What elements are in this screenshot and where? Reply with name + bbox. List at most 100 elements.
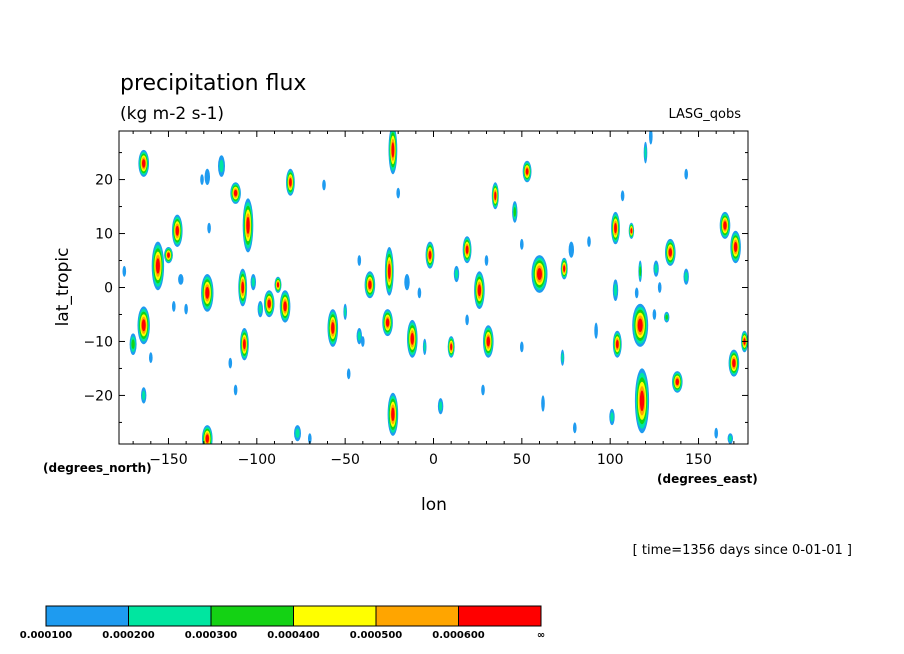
precip-cell-67 bbox=[396, 187, 401, 199]
precip-cell-74 bbox=[484, 255, 489, 266]
x-units-label: (degrees_east) bbox=[657, 472, 758, 487]
contour-level-1 bbox=[594, 322, 598, 339]
precip-cell-7 bbox=[201, 274, 214, 312]
contour-level-6 bbox=[450, 343, 453, 351]
colorbar-label: 0.000500 bbox=[350, 630, 403, 641]
contour-level-1 bbox=[620, 190, 625, 202]
precip-cell-10 bbox=[242, 198, 254, 253]
precip-cell-54 bbox=[207, 222, 211, 234]
contour-level-6 bbox=[732, 358, 736, 368]
precip-cell-31 bbox=[531, 255, 548, 293]
x-axis-label: lon bbox=[421, 495, 447, 515]
contour-level-1 bbox=[714, 427, 718, 439]
contour-level-6 bbox=[537, 268, 542, 280]
contour-level-6 bbox=[465, 245, 469, 254]
contour-level-2 bbox=[613, 283, 618, 297]
colorbar-swatch-5 bbox=[375, 605, 459, 627]
contour-level-2 bbox=[357, 331, 361, 341]
contour-level-6 bbox=[477, 284, 482, 297]
precip-cell-19 bbox=[384, 246, 394, 296]
contour-level-6 bbox=[486, 336, 490, 347]
contour-level-2 bbox=[728, 435, 732, 442]
precip-cell-80 bbox=[560, 349, 565, 366]
precip-cell-85 bbox=[612, 279, 619, 302]
precip-cell-76 bbox=[512, 201, 518, 223]
contour-level-1 bbox=[652, 309, 657, 320]
precip-cell-94 bbox=[684, 168, 688, 180]
precip-cell-5 bbox=[137, 306, 150, 345]
precip-cell-70 bbox=[417, 287, 422, 299]
contour-level-6 bbox=[668, 248, 672, 257]
precip-cell-61 bbox=[322, 179, 326, 191]
contour-level-2 bbox=[258, 304, 262, 314]
contour-level-1 bbox=[541, 395, 545, 412]
contour-level-6 bbox=[205, 286, 210, 299]
precip-cell-65 bbox=[357, 255, 362, 266]
precip-cell-99 bbox=[714, 427, 718, 439]
precip-cell-63 bbox=[346, 368, 351, 380]
contour-level-6 bbox=[723, 221, 727, 230]
precip-cell-87 bbox=[638, 260, 642, 283]
colorbar-swatch-1 bbox=[45, 605, 129, 627]
precip-cell-48 bbox=[178, 274, 184, 285]
precip-cell-1 bbox=[138, 149, 149, 177]
contour-level-1 bbox=[465, 314, 469, 326]
y-tick-label: −20 bbox=[83, 388, 113, 404]
contour-level-6 bbox=[167, 252, 170, 258]
precip-cell-39 bbox=[672, 371, 683, 393]
contour-level-1 bbox=[481, 384, 485, 396]
contour-level-2 bbox=[654, 263, 658, 274]
contour-level-6 bbox=[525, 168, 529, 175]
precip-cell-59 bbox=[294, 425, 301, 442]
contour-level-6 bbox=[233, 189, 238, 197]
contour-level-2 bbox=[454, 269, 459, 279]
precip-cell-24 bbox=[425, 241, 435, 269]
precip-cell-2 bbox=[151, 241, 165, 291]
precip-cell-77 bbox=[520, 238, 524, 250]
contour-level-6 bbox=[639, 390, 645, 412]
colorbar: 0.000100 0.000200 0.000300 0.000400 0.000500… bbox=[20, 605, 545, 641]
precip-cell-82 bbox=[573, 422, 577, 434]
contour-level-1 bbox=[200, 174, 204, 186]
contour-level-1 bbox=[634, 287, 639, 299]
y-tick-label: −10 bbox=[83, 334, 113, 350]
precip-cell-22 bbox=[388, 131, 398, 175]
contour-level-3 bbox=[639, 266, 642, 277]
precip-cell-13 bbox=[263, 290, 275, 318]
time-note: [ time=1356 days since 0-01-01 ] bbox=[633, 543, 852, 558]
precip-cell-44 bbox=[218, 155, 225, 177]
precip-cell-34 bbox=[628, 222, 635, 239]
colorbar-label: 0.000600 bbox=[432, 630, 485, 641]
precip-cell-46 bbox=[204, 168, 210, 185]
contour-level-1 bbox=[520, 238, 524, 250]
contour-level-6 bbox=[246, 216, 250, 234]
contour-level-6 bbox=[331, 322, 335, 334]
precip-cell-6 bbox=[129, 333, 137, 356]
colorbar-label: ∞ bbox=[537, 630, 545, 641]
precip-cell-18 bbox=[364, 271, 376, 299]
colorbar-swatch-3 bbox=[210, 605, 294, 627]
x-tick-label: 0 bbox=[429, 452, 438, 468]
x-tick-label: 150 bbox=[685, 452, 712, 468]
contour-level-6 bbox=[155, 258, 160, 274]
precip-cell-58 bbox=[233, 384, 238, 396]
precip-cell-88 bbox=[634, 287, 639, 299]
precip-cell-36 bbox=[632, 303, 649, 347]
y-axis-label: lat_tropic bbox=[53, 248, 73, 327]
contour-level-2 bbox=[344, 307, 347, 317]
x-tick-label: −100 bbox=[238, 452, 276, 468]
precip-cell-47 bbox=[200, 174, 204, 186]
precip-cell-55 bbox=[250, 274, 256, 291]
contour-level-3 bbox=[131, 339, 135, 350]
precip-cell-27 bbox=[483, 325, 494, 358]
precip-cell-60 bbox=[308, 433, 312, 444]
contour-level-1 bbox=[484, 255, 489, 266]
x-tick-label: −150 bbox=[149, 452, 187, 468]
precip-cell-49 bbox=[172, 301, 176, 312]
contour-level-6 bbox=[428, 250, 432, 260]
contour-level-1 bbox=[233, 384, 238, 396]
contour-level-1 bbox=[357, 255, 362, 266]
precip-cell-33 bbox=[611, 211, 620, 245]
